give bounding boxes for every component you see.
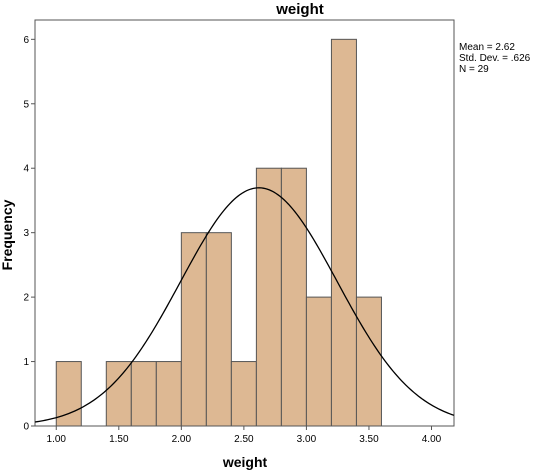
bars-group bbox=[55, 38, 382, 427]
histogram-bar bbox=[355, 296, 382, 427]
stats-std-dev: Std. Dev. = .626 bbox=[459, 53, 531, 64]
histogram-bar bbox=[180, 232, 207, 427]
histogram-bar bbox=[305, 296, 332, 427]
stats-mean: Mean = 2.62 bbox=[459, 42, 515, 53]
y-tick-label: 5 bbox=[23, 99, 29, 110]
x-tick-label: 4.00 bbox=[422, 434, 442, 445]
y-tick-label: 3 bbox=[23, 228, 29, 239]
chart-title: weight bbox=[275, 1, 324, 18]
histogram-bar bbox=[230, 361, 257, 427]
y-tick-label: 6 bbox=[23, 35, 29, 46]
histogram-bar bbox=[105, 361, 132, 427]
x-tick-label: 3.50 bbox=[359, 434, 379, 445]
y-tick-label: 0 bbox=[23, 422, 29, 433]
y-tick-label: 2 bbox=[23, 293, 29, 304]
histogram-bar bbox=[205, 232, 232, 427]
histogram-bar bbox=[130, 361, 157, 427]
histogram-bar bbox=[255, 167, 282, 427]
x-tick-label: 2.00 bbox=[172, 434, 192, 445]
x-tick-label: 2.50 bbox=[234, 434, 254, 445]
x-tick-label: 1.50 bbox=[109, 434, 129, 445]
x-axis-ticks: 1.00 1.50 2.00 2.50 3.00 3.50 4.00 bbox=[47, 426, 442, 445]
y-tick-label: 4 bbox=[23, 164, 29, 175]
stats-n: N = 29 bbox=[459, 64, 489, 75]
x-axis-label: weight bbox=[222, 454, 268, 470]
plot-area bbox=[34, 19, 455, 427]
histogram-bar bbox=[55, 361, 82, 427]
y-tick-label: 1 bbox=[23, 357, 29, 368]
histogram-bar bbox=[280, 167, 307, 427]
stats-box: Mean = 2.62 Std. Dev. = .626 N = 29 bbox=[459, 42, 531, 75]
x-tick-label: 1.00 bbox=[47, 434, 67, 445]
y-axis-ticks: 0 1 2 3 4 5 6 bbox=[23, 35, 35, 433]
x-tick-label: 3.00 bbox=[297, 434, 317, 445]
histogram-bar bbox=[330, 38, 357, 427]
y-axis-label: Frequency bbox=[0, 199, 15, 270]
normal-curve bbox=[34, 187, 455, 423]
histogram-bar bbox=[155, 361, 182, 427]
